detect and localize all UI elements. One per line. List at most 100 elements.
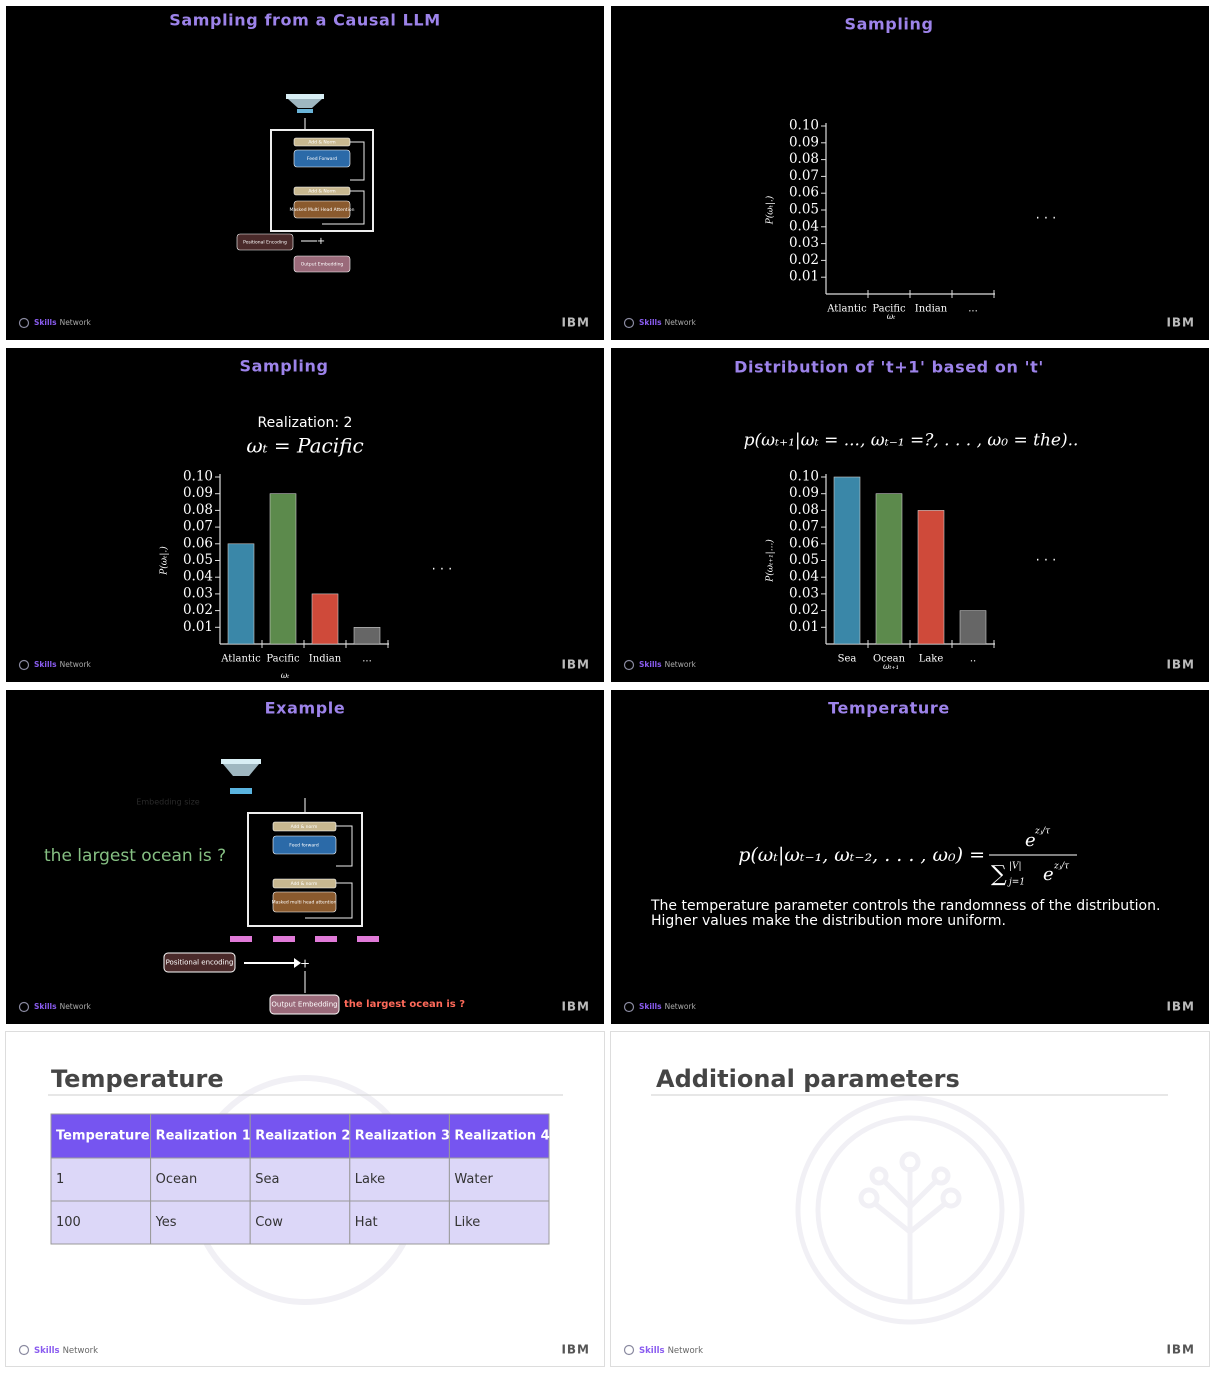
table-cell xyxy=(249,1157,351,1202)
logo: IBM xyxy=(1166,1343,1195,1357)
slide-title: Temperature xyxy=(51,1065,224,1093)
formula: p(ωₜ₊₁|ωₜ = ..., ωₜ₋₁ =?, . . . , ω₀ = t… xyxy=(744,431,1079,451)
x-axis-label: ωₜ₊₁ xyxy=(883,662,899,671)
brand-icon xyxy=(18,659,30,671)
brand: Skills Network xyxy=(34,1002,92,1011)
cell-text: Water xyxy=(454,1172,493,1187)
block-frame xyxy=(270,129,374,232)
brand-bold: Skills xyxy=(639,1002,662,1011)
y-tick-label: 0.05 xyxy=(183,552,213,568)
block xyxy=(293,255,351,273)
y-tick-label: 0.10 xyxy=(789,469,819,485)
x-axis-label: ωₜ xyxy=(887,312,896,321)
brand-bold: Skills xyxy=(34,1002,57,1011)
brand-icon xyxy=(623,1344,635,1356)
slide: Sampling from a Causal LLM Add & Norm Fe… xyxy=(6,6,604,340)
block-label: Output Embedding xyxy=(301,262,344,268)
y-tick-label: 0.03 xyxy=(183,585,213,601)
output-icon xyxy=(288,99,322,108)
block xyxy=(293,137,351,147)
header-text: Realization 4 xyxy=(454,1129,549,1144)
y-tick-label: 0.06 xyxy=(789,185,819,201)
brand-bold: Skills xyxy=(639,1346,665,1356)
cell-text: Lake xyxy=(355,1172,385,1187)
slide-title: Sampling from a Causal LLM xyxy=(169,11,441,30)
y-axis-label: P(ωₜ|.) xyxy=(765,195,776,225)
block-label: Feed Forward xyxy=(307,156,337,162)
logo: IBM xyxy=(1166,316,1195,330)
ellipsis: . . . xyxy=(432,559,453,574)
residual xyxy=(322,141,365,225)
x-tick-label: Atlantic xyxy=(220,654,261,665)
formula-exponent: zⱼ/τ xyxy=(1034,827,1051,837)
cell-text: 100 xyxy=(56,1215,81,1230)
brand-bold: Skills xyxy=(34,660,57,669)
slide-title: Sampling xyxy=(844,15,933,34)
header-cell xyxy=(249,1113,351,1159)
subtitle: Realization: 2 xyxy=(258,415,353,431)
prompt: the largest ocean is ? xyxy=(44,846,226,866)
bar xyxy=(833,476,861,645)
formula-base: e xyxy=(1043,864,1054,885)
y-tick-label: 0.09 xyxy=(789,134,819,150)
block-label: Add & Norm xyxy=(308,189,335,195)
block xyxy=(293,200,351,219)
transformer-diagram: Add & norm Feed forward Add & norm Maske… xyxy=(163,759,465,1015)
brand: Skills Network xyxy=(639,1346,703,1356)
x-tick-label: ... xyxy=(968,304,978,315)
logo: IBM xyxy=(1166,658,1195,672)
slide-title: Example xyxy=(265,699,346,718)
slide: Example Embedding size the largest ocean… xyxy=(6,690,604,1024)
y-tick-label: 0.06 xyxy=(789,535,819,551)
y-tick-label: 0.01 xyxy=(183,619,213,635)
y-tick-label: 0.04 xyxy=(789,569,819,585)
output-icon xyxy=(297,109,313,113)
formula-lhs: p(ωₜ|ωₜ₋₁, ωₜ₋₂, . . . , ω₀) = xyxy=(738,844,985,866)
block-frame xyxy=(247,812,363,927)
brand-bold: Skills xyxy=(34,318,57,327)
table-cell xyxy=(448,1157,550,1202)
brand-icon xyxy=(18,1001,30,1013)
token-vector xyxy=(230,788,252,794)
brand-rest: Network xyxy=(60,318,92,327)
block-label: Feed forward xyxy=(289,843,319,849)
header-text: Temperature xyxy=(56,1129,150,1144)
y-tick-label: 0.05 xyxy=(789,552,819,568)
y-tick-label: 0.08 xyxy=(789,502,819,518)
header-text: Realization 3 xyxy=(355,1129,450,1144)
block xyxy=(269,994,340,1015)
brand-rest: Network xyxy=(668,1346,704,1356)
brand-icon xyxy=(18,1344,30,1356)
y-tick-label: 0.07 xyxy=(789,519,819,535)
plus-sign: + xyxy=(300,957,310,971)
formula: p(ωₜ|ωₜ₋₁, ωₜ₋₂, . . . , ω₀) = e zⱼ/τ ∑ … xyxy=(738,827,1077,888)
bar xyxy=(311,593,339,645)
logo: IBM xyxy=(561,1343,590,1357)
bar xyxy=(269,493,297,645)
bar xyxy=(959,610,987,645)
brand-rest: Network xyxy=(60,660,92,669)
block xyxy=(272,821,337,832)
cell-text: Yes xyxy=(155,1215,177,1230)
output-icon xyxy=(221,759,261,764)
x-tick-label: Atlantic xyxy=(826,304,867,315)
y-tick-label: 0.03 xyxy=(789,235,819,251)
brand-bold: Skills xyxy=(639,318,662,327)
transformer-diagram: Add & Norm Feed Forward Add & Norm Maske… xyxy=(236,94,374,273)
x-tick-label: Lake xyxy=(919,654,944,665)
block-label: Add & Norm xyxy=(308,140,335,146)
description: The temperature parameter controls the r… xyxy=(650,898,1160,914)
cell-text: Cow xyxy=(255,1215,283,1230)
ellipsis: . . . xyxy=(1036,550,1057,565)
residual xyxy=(305,825,353,919)
bar xyxy=(227,543,255,645)
table-cell xyxy=(349,1157,450,1202)
brand: Skills Network xyxy=(34,318,92,327)
y-tick-label: 0.07 xyxy=(789,168,819,184)
y-tick-label: 0.03 xyxy=(789,585,819,601)
slide: Distribution of 't+1' based on 't' p(ωₜ₊… xyxy=(611,348,1209,682)
token-vector xyxy=(273,936,295,942)
y-tick-label: 0.09 xyxy=(789,485,819,501)
x-axis-label: ωₜ xyxy=(281,671,290,680)
